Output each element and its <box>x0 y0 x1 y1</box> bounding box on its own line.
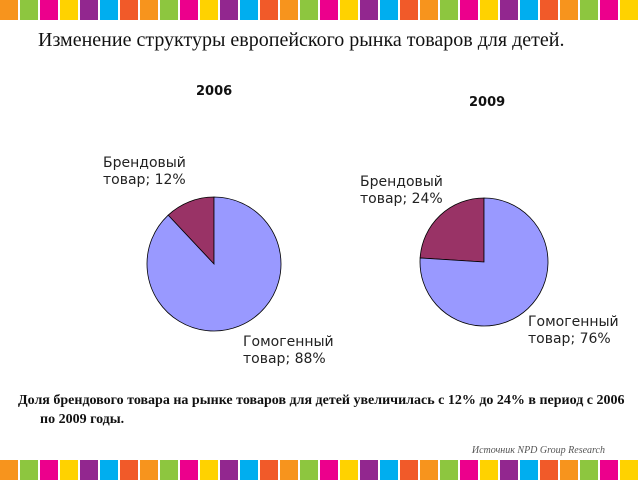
slice-label: Гомогенный товар; 88% <box>243 334 334 367</box>
caption: Доля брендового товара на рынке товаров … <box>18 393 625 427</box>
top-stripe <box>0 0 640 20</box>
slice-label: Брендовый товар; 12% <box>103 155 186 188</box>
chart-title: 2006 <box>196 84 233 99</box>
slice-label: Брендовый товар; 24% <box>360 174 443 207</box>
slice-label: Гомогенный товар; 76% <box>528 314 619 347</box>
source: Источник NPD Group Research <box>471 445 605 456</box>
pie-slice <box>419 197 549 327</box>
bottom-stripe <box>0 460 640 480</box>
pie-slice <box>419 197 485 263</box>
pie-slice <box>146 196 282 332</box>
chart-title: 2009 <box>469 95 506 110</box>
slide-title: Изменение структуры европейского рынка т… <box>38 29 565 51</box>
